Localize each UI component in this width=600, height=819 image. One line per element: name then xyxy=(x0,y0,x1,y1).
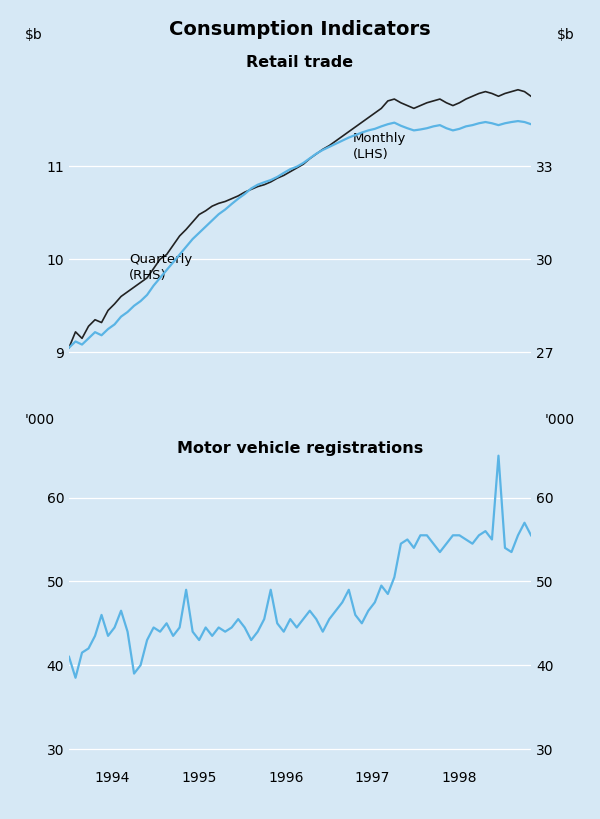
Text: Quarterly
(RHS): Quarterly (RHS) xyxy=(129,253,193,282)
Text: Motor vehicle registrations: Motor vehicle registrations xyxy=(177,441,423,455)
Text: $b: $b xyxy=(557,28,575,42)
Text: '000: '000 xyxy=(25,414,55,428)
Text: Retail trade: Retail trade xyxy=(247,55,353,70)
Text: '000: '000 xyxy=(545,414,575,428)
Text: Consumption Indicators: Consumption Indicators xyxy=(169,20,431,39)
Text: $b: $b xyxy=(25,28,43,42)
Text: Monthly
(LHS): Monthly (LHS) xyxy=(353,132,407,161)
